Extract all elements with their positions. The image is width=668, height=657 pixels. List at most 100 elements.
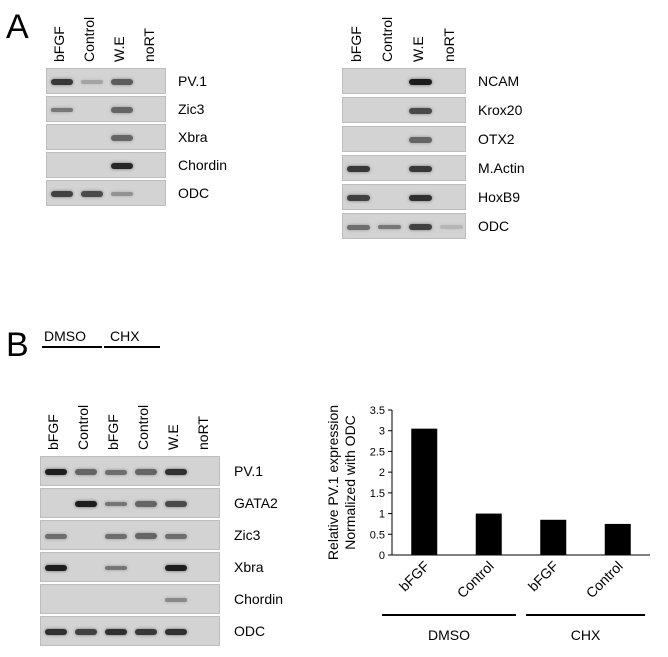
a-left-lane-label-w-e: W.E (111, 36, 127, 62)
a-left-gel-row-pv-1 (46, 68, 166, 94)
b-gene-label-pv-1: PV.1 (234, 463, 264, 479)
a-right-band (347, 195, 370, 201)
b-band (75, 500, 97, 508)
a-left-lane-label-control: Control (81, 16, 97, 62)
b-lane-label-bfgf: bFGF (105, 414, 121, 450)
b-band (105, 469, 127, 475)
b-band (75, 629, 97, 635)
b-gel-row-zic3 (40, 520, 220, 550)
a-right-gel-row-hoxb9 (342, 184, 466, 210)
b-band (165, 468, 187, 476)
a-left-lane-label-nort: noRT (141, 28, 157, 62)
a-right-band (409, 78, 432, 86)
a-left-gel-row-zic3 (46, 96, 166, 122)
a-left-band (111, 162, 133, 170)
a-right-band (409, 165, 432, 173)
group-label-dmso: DMSO (428, 627, 470, 643)
b-gel-row-pv-1 (40, 456, 220, 486)
y-tick-label: 2.5 (370, 446, 385, 458)
chx-group-label: CHX (110, 328, 140, 344)
y-tick-label: 2 (379, 467, 385, 479)
b-lane-label-bfgf: bFGF (45, 414, 61, 450)
x-tick-label: Control (454, 558, 497, 601)
bar-bfgf (540, 519, 567, 555)
pv1-expression-bar-chart: 0 0.5 1 1.5 2 2.5 3 3.5 Relative PV.1 expression… (325, 405, 650, 643)
b-lane-label-w-e: W.E (165, 424, 181, 450)
y-tick-label: 0 (379, 550, 385, 562)
a-right-gene-label-m-actin: M.Actin (478, 160, 525, 176)
a-right-lane-label-w-e: W.E (409, 36, 426, 62)
a-right-band (347, 224, 370, 230)
b-band (165, 564, 187, 572)
b-band (105, 501, 127, 507)
chx-group-line (104, 346, 160, 348)
a-right-lane-label-control: Control (378, 16, 395, 62)
b-gel-row-odc (40, 616, 220, 646)
b-band (45, 564, 67, 572)
a-left-gene-label-odc: ODC (178, 185, 210, 201)
a-left-band (51, 107, 73, 113)
b-band (105, 533, 127, 539)
a-left-band (51, 78, 73, 86)
a-right-band (409, 137, 432, 143)
b-band (135, 469, 157, 475)
b-band (165, 628, 187, 636)
b-lane-label-control: Control (135, 404, 151, 450)
a-left-band (81, 191, 103, 197)
a-right-band (440, 225, 463, 229)
dmso-group-label: DMSO (44, 328, 86, 344)
b-lane-label-control: Control (75, 404, 91, 450)
a-right-gel-row-otx2 (342, 126, 466, 152)
a-left-gel-row-odc (46, 180, 166, 206)
a-right-gene-label-hoxb9: HoxB9 (478, 189, 521, 205)
y-tick-label: 1 (379, 509, 385, 521)
a-right-gel-row-odc (342, 213, 466, 239)
bar-control (475, 513, 502, 555)
a-left-band (81, 80, 103, 84)
a-left-band (111, 107, 133, 113)
bar-bfgf (411, 428, 438, 555)
a-left-band (111, 135, 133, 141)
y-axis-title-line: Relative PV.1 expression (325, 405, 341, 560)
b-band (45, 628, 67, 636)
a-left-band (111, 79, 133, 85)
a-left-gene-label-zic3: Zic3 (178, 101, 205, 117)
b-gene-label-gata2: GATA2 (234, 495, 278, 511)
b-gel-row-xbra (40, 552, 220, 582)
a-left-lane-label-bfgf: bFGF (51, 26, 67, 62)
b-gel-row-chordin (40, 584, 220, 614)
b-band (165, 533, 187, 539)
y-tick-label: 3 (379, 426, 385, 438)
b-gene-label-zic3: Zic3 (234, 527, 261, 543)
b-band (165, 501, 187, 507)
a-left-gel-row-xbra (46, 124, 166, 150)
a-right-gene-label-ncam: NCAM (478, 73, 520, 89)
b-lane-label-nort: noRT (195, 416, 211, 450)
b-band (135, 533, 157, 539)
b-gel-row-gata2 (40, 488, 220, 518)
a-right-band (378, 224, 401, 230)
a-right-gene-label-krox20: Krox20 (478, 102, 523, 118)
a-right-band (409, 224, 432, 230)
a-left-band (111, 191, 133, 197)
b-band (105, 628, 127, 636)
a-right-band (409, 194, 432, 202)
a-left-gene-label-chordin: Chordin (178, 157, 228, 173)
b-band (45, 533, 67, 539)
a-right-gene-label-odc: ODC (478, 218, 510, 234)
y-tick-label: 1.5 (370, 488, 385, 500)
a-right-gene-label-otx2: OTX2 (478, 131, 515, 147)
b-band (165, 597, 187, 603)
y-tick-label: 3.5 (370, 405, 385, 417)
a-right-lane-label-bfgf: bFGF (347, 26, 364, 62)
x-tick-label: bFGF (396, 558, 433, 595)
b-band (45, 468, 67, 476)
a-right-band (347, 165, 370, 173)
a-left-gel-row-chordin (46, 152, 166, 178)
a-left-gene-label-pv-1: PV.1 (178, 73, 208, 89)
b-band (135, 628, 157, 636)
b-band (105, 565, 127, 571)
a-right-gel-row-ncam (342, 68, 466, 94)
dmso-group-line (42, 346, 102, 348)
a-right-lane-label-nort: noRT (440, 28, 457, 62)
